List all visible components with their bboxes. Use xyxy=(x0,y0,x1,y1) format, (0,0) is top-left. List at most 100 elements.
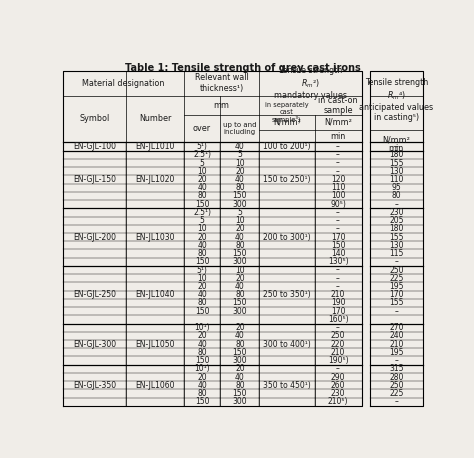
Text: 80: 80 xyxy=(197,348,207,357)
Text: 20: 20 xyxy=(235,274,245,283)
Text: 80: 80 xyxy=(197,299,207,307)
Text: 220: 220 xyxy=(331,340,345,349)
Text: 2.5¹): 2.5¹) xyxy=(193,208,211,217)
Text: 170: 170 xyxy=(389,290,403,299)
Text: 180: 180 xyxy=(389,150,403,159)
Text: 200 to 300¹): 200 to 300¹) xyxy=(263,233,311,241)
Text: EN-GJL-200: EN-GJL-200 xyxy=(73,233,116,241)
Text: 10¹): 10¹) xyxy=(194,364,210,373)
Text: 280: 280 xyxy=(389,372,403,382)
Text: 20: 20 xyxy=(235,364,245,373)
Text: 40: 40 xyxy=(197,381,207,390)
Text: 20: 20 xyxy=(235,323,245,332)
Text: –: – xyxy=(394,307,398,316)
Text: 90⁵): 90⁵) xyxy=(330,200,346,209)
Text: 10: 10 xyxy=(235,266,245,274)
Text: 300: 300 xyxy=(233,356,247,365)
Text: 160⁵): 160⁵) xyxy=(328,315,348,324)
Text: Relevant wall
thickness¹): Relevant wall thickness¹) xyxy=(194,73,248,93)
Text: EN-JL1020: EN-JL1020 xyxy=(135,175,174,184)
Text: 5¹): 5¹) xyxy=(197,142,208,151)
Text: –: – xyxy=(336,158,340,168)
Text: 250: 250 xyxy=(331,332,345,340)
Text: 150 to 250¹): 150 to 250¹) xyxy=(263,175,310,184)
Text: 95: 95 xyxy=(392,183,401,192)
Text: 40: 40 xyxy=(235,233,245,241)
Text: –: – xyxy=(336,167,340,176)
Text: 40: 40 xyxy=(235,282,245,291)
Text: 150: 150 xyxy=(331,241,345,250)
Text: mm: mm xyxy=(213,101,229,110)
Text: Tensile strength
$R_m$²)
mandatory values: Tensile strength $R_m$²) mandatory value… xyxy=(274,66,347,100)
Text: 40: 40 xyxy=(197,290,207,299)
Text: 210: 210 xyxy=(331,290,345,299)
Text: 130⁵): 130⁵) xyxy=(328,257,348,266)
Text: 315: 315 xyxy=(389,364,403,373)
Text: 5¹): 5¹) xyxy=(197,266,208,274)
Text: 80: 80 xyxy=(235,381,245,390)
Text: 300: 300 xyxy=(233,257,247,266)
Text: 40: 40 xyxy=(197,183,207,192)
Text: 150: 150 xyxy=(233,299,247,307)
Text: 10: 10 xyxy=(197,274,207,283)
Text: –: – xyxy=(336,274,340,283)
Text: 80: 80 xyxy=(197,389,207,398)
Text: EN-JL1010: EN-JL1010 xyxy=(135,142,174,151)
Text: 120: 120 xyxy=(331,175,345,184)
Text: 300 to 400¹): 300 to 400¹) xyxy=(263,340,311,349)
Text: 5: 5 xyxy=(237,150,242,159)
Text: 155: 155 xyxy=(389,233,403,241)
Text: –: – xyxy=(394,257,398,266)
Text: –: – xyxy=(394,356,398,365)
Text: 100 to 200¹): 100 to 200¹) xyxy=(263,142,310,151)
Text: EN-GJL-300: EN-GJL-300 xyxy=(73,340,116,349)
Text: 40: 40 xyxy=(197,241,207,250)
Text: –: – xyxy=(394,397,398,406)
Text: –: – xyxy=(336,208,340,217)
Text: 130: 130 xyxy=(389,241,403,250)
Text: 20: 20 xyxy=(235,224,245,234)
Text: in separately
cast
sample³): in separately cast sample³) xyxy=(265,102,309,124)
Text: 260: 260 xyxy=(331,381,345,390)
Text: 10¹): 10¹) xyxy=(194,323,210,332)
Text: 150: 150 xyxy=(233,389,247,398)
Text: EN-JL1040: EN-JL1040 xyxy=(135,290,175,299)
Text: 80: 80 xyxy=(235,183,245,192)
Text: 250: 250 xyxy=(389,266,403,274)
Text: 115: 115 xyxy=(389,249,403,258)
Text: 140: 140 xyxy=(331,249,345,258)
Text: 350 to 450¹): 350 to 450¹) xyxy=(263,381,311,390)
Text: 270: 270 xyxy=(389,323,403,332)
Text: –: – xyxy=(336,282,340,291)
Text: 100: 100 xyxy=(331,191,345,201)
Text: 80: 80 xyxy=(235,340,245,349)
Text: 80: 80 xyxy=(197,191,207,201)
Text: 225: 225 xyxy=(389,389,403,398)
Text: EN-GJL-350: EN-GJL-350 xyxy=(73,381,116,390)
Text: 300: 300 xyxy=(233,307,247,316)
Text: –: – xyxy=(394,200,398,209)
Text: –: – xyxy=(336,142,340,151)
Text: EN-GJL-100: EN-GJL-100 xyxy=(73,142,116,151)
Text: 40: 40 xyxy=(235,372,245,382)
Text: 300: 300 xyxy=(233,200,247,209)
Text: 210: 210 xyxy=(389,340,403,349)
Text: Table 1: Tensile strength of grey cast irons: Table 1: Tensile strength of grey cast i… xyxy=(125,63,361,73)
Text: EN-GJL-250: EN-GJL-250 xyxy=(73,290,116,299)
Text: 20: 20 xyxy=(197,282,207,291)
Text: 250 to 350¹): 250 to 350¹) xyxy=(263,290,311,299)
Text: 230: 230 xyxy=(331,389,345,398)
Text: 230: 230 xyxy=(389,208,403,217)
Text: 150: 150 xyxy=(195,356,209,365)
Text: Number: Number xyxy=(139,114,171,124)
Text: 170: 170 xyxy=(331,233,345,241)
Text: 240: 240 xyxy=(389,332,403,340)
Text: Material designation: Material designation xyxy=(82,79,164,87)
Text: 110: 110 xyxy=(389,175,403,184)
Text: in cast-on
sample: in cast-on sample xyxy=(318,96,358,115)
Text: 5: 5 xyxy=(237,208,242,217)
Text: –: – xyxy=(394,142,398,151)
Text: 225: 225 xyxy=(389,274,403,283)
Text: EN-JL1060: EN-JL1060 xyxy=(135,381,175,390)
Text: –: – xyxy=(336,216,340,225)
